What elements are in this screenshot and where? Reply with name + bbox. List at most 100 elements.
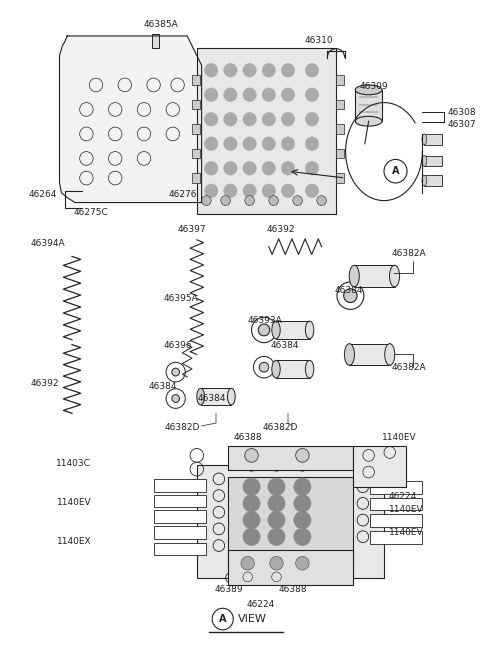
Text: A: A xyxy=(219,614,227,624)
Circle shape xyxy=(344,289,357,303)
Circle shape xyxy=(296,556,309,570)
Bar xyxy=(228,550,353,585)
Bar xyxy=(154,542,206,555)
Circle shape xyxy=(204,137,218,151)
Ellipse shape xyxy=(384,344,395,365)
Bar xyxy=(276,360,310,378)
Circle shape xyxy=(262,88,276,102)
Bar xyxy=(424,175,442,186)
Ellipse shape xyxy=(305,360,314,378)
Bar xyxy=(354,265,395,287)
Ellipse shape xyxy=(355,85,382,95)
Bar xyxy=(370,531,422,544)
Text: 46393A: 46393A xyxy=(248,316,282,325)
Text: 46397: 46397 xyxy=(178,225,206,234)
Text: 46388: 46388 xyxy=(278,585,307,594)
Circle shape xyxy=(243,137,256,151)
Ellipse shape xyxy=(422,134,427,145)
Circle shape xyxy=(243,528,260,546)
Circle shape xyxy=(172,394,180,402)
Circle shape xyxy=(224,161,237,175)
Text: 46395A: 46395A xyxy=(163,294,198,303)
Bar xyxy=(152,34,159,48)
Circle shape xyxy=(172,368,180,376)
Circle shape xyxy=(243,495,260,512)
Circle shape xyxy=(224,184,237,198)
Bar xyxy=(154,495,206,508)
Circle shape xyxy=(268,495,285,512)
Circle shape xyxy=(294,495,311,512)
Bar xyxy=(424,155,442,166)
Text: 46382A: 46382A xyxy=(392,249,426,258)
Circle shape xyxy=(224,88,237,102)
Bar xyxy=(355,90,382,121)
Text: 46382D: 46382D xyxy=(263,423,298,432)
Circle shape xyxy=(305,161,319,175)
Ellipse shape xyxy=(389,265,399,287)
Circle shape xyxy=(202,196,211,206)
Bar xyxy=(192,75,200,85)
Circle shape xyxy=(258,324,270,336)
Circle shape xyxy=(281,161,295,175)
Ellipse shape xyxy=(305,321,314,339)
Text: 46308: 46308 xyxy=(447,108,476,117)
Circle shape xyxy=(262,184,276,198)
Circle shape xyxy=(262,64,276,77)
Bar xyxy=(349,344,390,365)
Bar xyxy=(197,48,336,214)
Text: VIEW: VIEW xyxy=(238,614,267,624)
Circle shape xyxy=(305,64,319,77)
Circle shape xyxy=(224,137,237,151)
Text: 46224: 46224 xyxy=(247,600,275,609)
Ellipse shape xyxy=(422,155,427,166)
Text: 46388: 46388 xyxy=(233,433,262,442)
Circle shape xyxy=(294,512,311,529)
Bar xyxy=(228,445,353,470)
Bar xyxy=(424,134,442,145)
Bar xyxy=(336,149,344,159)
Bar xyxy=(336,75,344,85)
Text: 1140EV: 1140EV xyxy=(382,433,417,442)
Bar xyxy=(336,173,344,183)
Bar xyxy=(336,124,344,134)
Text: 46385A: 46385A xyxy=(144,20,179,29)
Circle shape xyxy=(243,184,256,198)
Text: 1140EV: 1140EV xyxy=(57,498,91,507)
Circle shape xyxy=(270,556,283,570)
Circle shape xyxy=(296,449,309,462)
Bar xyxy=(370,481,422,494)
Circle shape xyxy=(269,196,278,206)
Text: 46309: 46309 xyxy=(360,83,389,92)
Text: 46275C: 46275C xyxy=(74,208,108,217)
Text: 1140EX: 1140EX xyxy=(57,537,91,546)
Circle shape xyxy=(262,161,276,175)
Circle shape xyxy=(241,556,254,570)
Text: 46276: 46276 xyxy=(168,190,197,199)
Ellipse shape xyxy=(228,388,235,405)
Bar xyxy=(370,498,422,510)
Circle shape xyxy=(281,184,295,198)
Polygon shape xyxy=(60,36,202,202)
Bar xyxy=(201,388,231,405)
Circle shape xyxy=(243,64,256,77)
Ellipse shape xyxy=(272,321,280,339)
Text: 11403C: 11403C xyxy=(56,458,91,468)
Text: A: A xyxy=(392,166,399,176)
Bar xyxy=(192,173,200,183)
Circle shape xyxy=(262,113,276,126)
Text: 1140EV: 1140EV xyxy=(389,505,423,514)
Bar xyxy=(154,479,206,492)
Text: 1140EV: 1140EV xyxy=(389,529,423,537)
Circle shape xyxy=(204,161,218,175)
Bar xyxy=(154,526,206,538)
Circle shape xyxy=(281,137,295,151)
Circle shape xyxy=(259,362,269,372)
Ellipse shape xyxy=(197,388,204,405)
Text: 46382A: 46382A xyxy=(392,363,426,371)
Bar xyxy=(154,510,206,523)
Circle shape xyxy=(245,449,258,462)
Circle shape xyxy=(317,196,326,206)
Circle shape xyxy=(212,608,233,630)
Bar xyxy=(336,100,344,109)
Circle shape xyxy=(305,88,319,102)
